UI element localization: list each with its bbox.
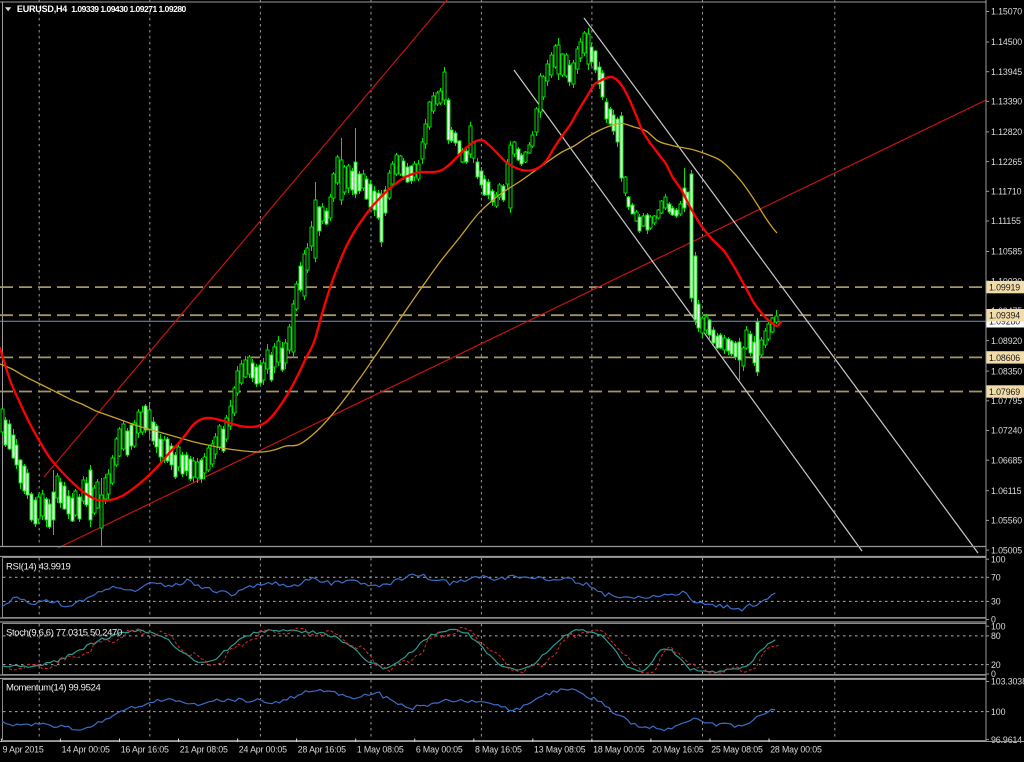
- svg-text:1.13390: 1.13390: [991, 97, 1022, 107]
- svg-text:1.13945: 1.13945: [991, 67, 1022, 77]
- svg-text:1.14500: 1.14500: [991, 37, 1022, 47]
- svg-text:9 Apr 2015: 9 Apr 2015: [3, 745, 44, 755]
- svg-text:24 Apr 00:05: 24 Apr 00:05: [239, 745, 287, 755]
- svg-text:28 Apr 16:05: 28 Apr 16:05: [298, 745, 346, 755]
- svg-text:EURUSD,H4: EURUSD,H4: [17, 4, 67, 14]
- svg-text:30: 30: [991, 597, 1001, 607]
- svg-text:Momentum(14) 99.9524: Momentum(14) 99.9524: [6, 683, 100, 694]
- svg-text:1.08920: 1.08920: [991, 336, 1022, 346]
- svg-text:1.11710: 1.11710: [991, 187, 1022, 197]
- svg-text:25 May 08:05: 25 May 08:05: [711, 745, 763, 755]
- svg-text:1.08350: 1.08350: [991, 366, 1022, 376]
- svg-text:1 May 08:05: 1 May 08:05: [357, 745, 404, 755]
- svg-text:103.3038: 103.3038: [991, 677, 1024, 687]
- svg-text:100: 100: [991, 621, 1006, 631]
- svg-text:1.05560: 1.05560: [991, 516, 1022, 526]
- svg-text:1.07240: 1.07240: [991, 426, 1022, 436]
- svg-text:16 Apr 16:05: 16 Apr 16:05: [121, 745, 169, 755]
- svg-text:14 Apr 00:05: 14 Apr 00:05: [62, 745, 110, 755]
- svg-text:1.10585: 1.10585: [991, 247, 1022, 257]
- svg-text:1.09339 1.09430 1.09271 1.0928: 1.09339 1.09430 1.09271 1.09280: [71, 4, 186, 14]
- svg-text:1.06685: 1.06685: [991, 455, 1022, 465]
- svg-text:1.09919: 1.09919: [989, 283, 1020, 293]
- svg-text:6 May 00:05: 6 May 00:05: [416, 745, 463, 755]
- svg-text:96.9614: 96.9614: [991, 735, 1022, 745]
- svg-text:1.08606: 1.08606: [989, 353, 1020, 363]
- svg-text:13 May 08:05: 13 May 08:05: [534, 745, 586, 755]
- svg-text:Stoch(9,6,6) 77.0315 50.2470: Stoch(9,6,6) 77.0315 50.2470: [6, 628, 122, 639]
- svg-text:80: 80: [991, 631, 1001, 641]
- svg-text:28 May 00:05: 28 May 00:05: [770, 745, 822, 755]
- svg-text:100: 100: [991, 707, 1006, 717]
- svg-text:1.12265: 1.12265: [991, 157, 1022, 167]
- svg-text:8 May 16:05: 8 May 16:05: [475, 745, 522, 755]
- svg-text:1.15070: 1.15070: [991, 7, 1022, 17]
- svg-text:70: 70: [991, 573, 1001, 583]
- svg-text:1.12820: 1.12820: [991, 127, 1022, 137]
- svg-text:100: 100: [991, 554, 1006, 564]
- svg-text:20 May 16:05: 20 May 16:05: [652, 745, 704, 755]
- svg-text:1.07969: 1.07969: [989, 387, 1020, 397]
- svg-text:1.06115: 1.06115: [991, 486, 1022, 496]
- svg-text:1.09394: 1.09394: [989, 311, 1020, 321]
- svg-text:21 Apr 08:05: 21 Apr 08:05: [180, 745, 228, 755]
- svg-text:RSI(14) 43.9919: RSI(14) 43.9919: [6, 562, 71, 573]
- svg-text:18 May 00:05: 18 May 00:05: [593, 745, 645, 755]
- svg-text:1.11155: 1.11155: [991, 216, 1021, 226]
